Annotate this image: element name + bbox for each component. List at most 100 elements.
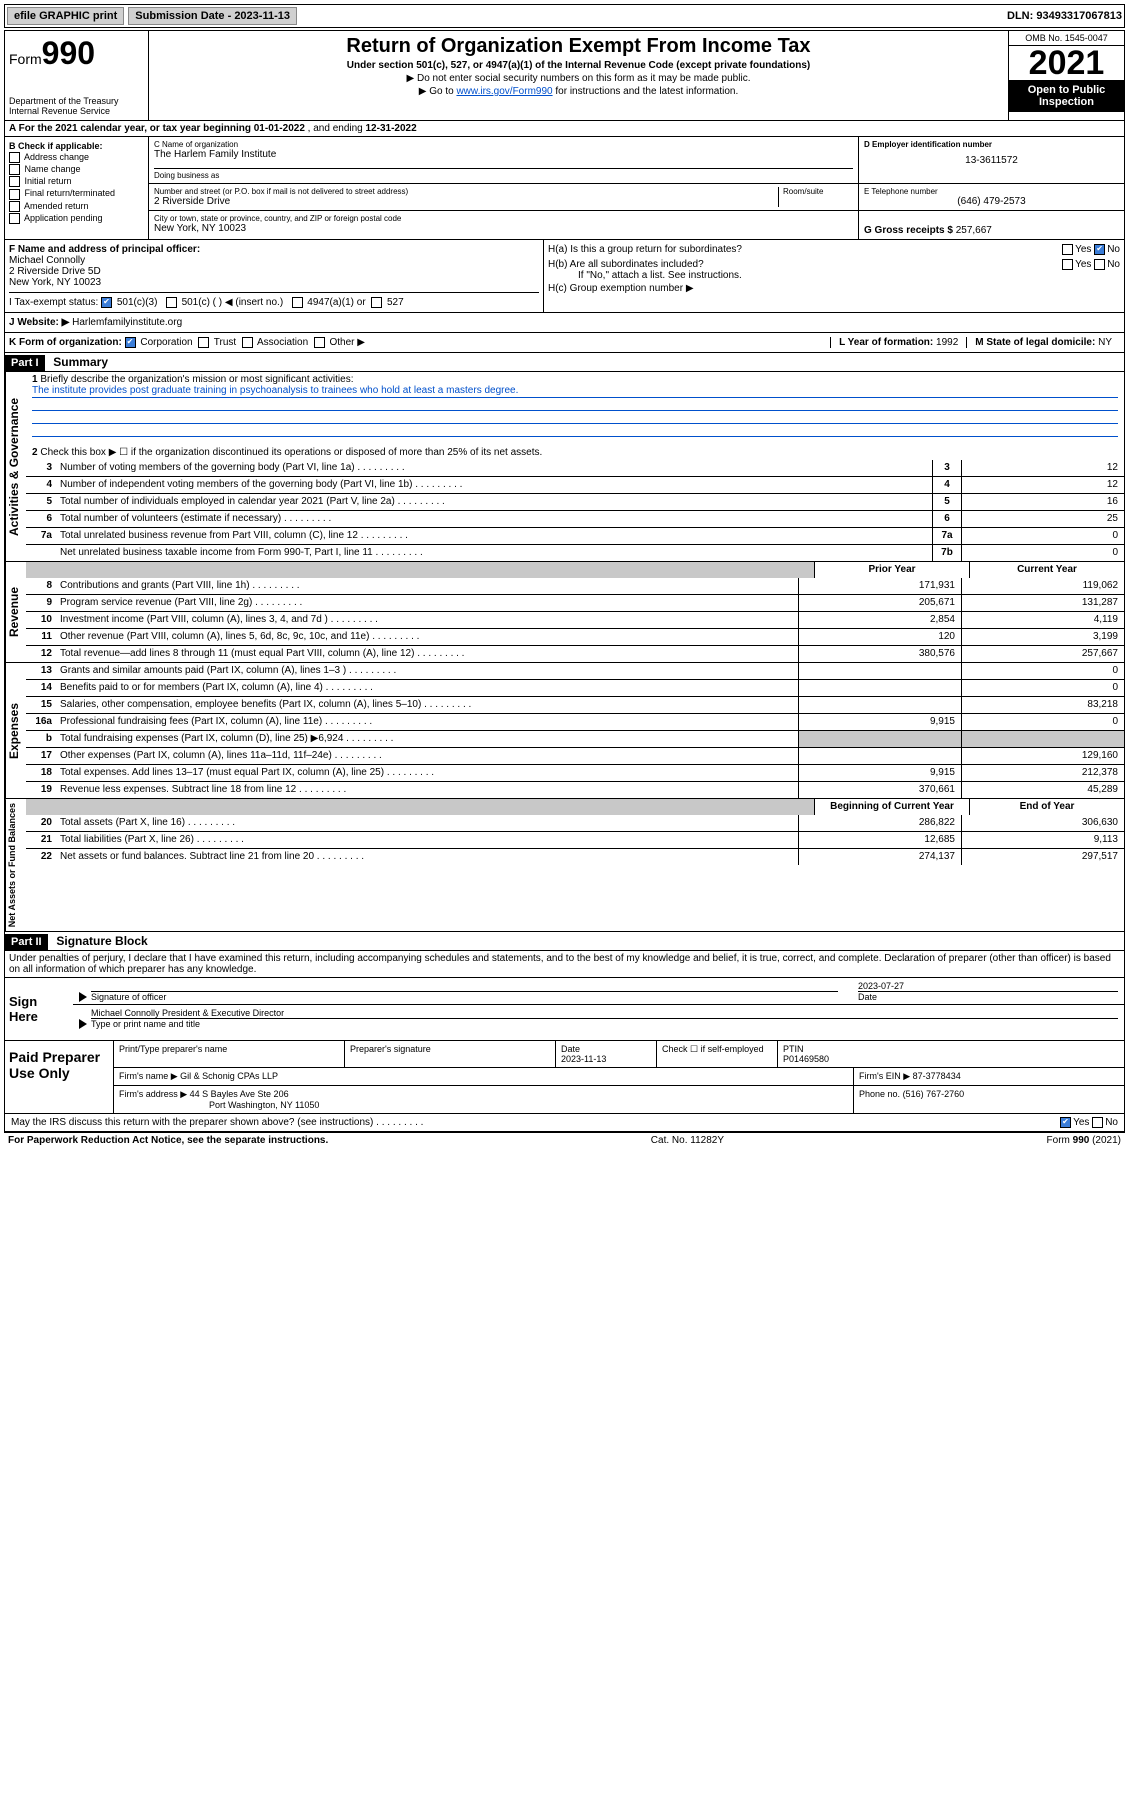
i-lbl: I Tax-exempt status: — [9, 297, 98, 308]
g-cell: G Gross receipts $ 257,667 — [859, 211, 1124, 239]
ptin: P01469580 — [783, 1054, 829, 1064]
line-row: 19Revenue less expenses. Subtract line 1… — [26, 781, 1124, 798]
b-checkbox[interactable] — [9, 213, 20, 224]
top-bar: efile GRAPHIC print Submission Date - 20… — [4, 4, 1125, 28]
b-checkbox[interactable] — [9, 189, 20, 200]
header-right: OMB No. 1545-0047 2021 Open to Public In… — [1008, 31, 1124, 120]
net-hdr-txt — [56, 799, 814, 815]
col-f-i: F Name and address of principal officer:… — [5, 240, 544, 312]
efile-button[interactable]: efile GRAPHIC print — [7, 7, 124, 25]
gov-body: 1 Briefly describe the organization's mi… — [26, 372, 1124, 561]
gross-receipts: 257,667 — [956, 225, 992, 236]
may-yes[interactable] — [1060, 1117, 1071, 1128]
sign-block: Sign Here Signature of officer 2023-07-2… — [4, 978, 1125, 1041]
hdr-prior: Prior Year — [814, 562, 969, 578]
ha-yes[interactable] — [1062, 244, 1073, 255]
b-item: Application pending — [9, 213, 144, 224]
cb-4947[interactable] — [292, 297, 303, 308]
q2-text: Check this box ▶ ☐ if the organization d… — [40, 447, 542, 458]
b-checkbox[interactable] — [9, 176, 20, 187]
form-header: Form990 Department of the Treasury Inter… — [4, 30, 1125, 121]
b-checkbox[interactable] — [9, 164, 20, 175]
part-i-tag: Part I — [5, 355, 45, 371]
e-lbl: E Telephone number — [864, 187, 1119, 196]
form-title: Return of Organization Exempt From Incom… — [153, 35, 1004, 58]
form-note1: ▶ Do not enter social security numbers o… — [153, 73, 1004, 84]
sig-date-lbl: Date — [858, 991, 1118, 1002]
firm-addr2: Port Washington, NY 11050 — [209, 1100, 319, 1110]
city-cell: City or town, state or province, country… — [149, 211, 859, 239]
open-public: Open to Public Inspection — [1009, 80, 1124, 112]
ha-no[interactable] — [1094, 244, 1105, 255]
firm-name-lbl: Firm's name ▶ — [119, 1071, 178, 1081]
hb-note: If "No," attach a list. See instructions… — [578, 270, 1120, 281]
hb-yes[interactable] — [1062, 259, 1073, 270]
m-lbl: M State of legal domicile: — [975, 337, 1095, 348]
paid-right: Print/Type preparer's name Preparer's si… — [114, 1041, 1124, 1113]
side-governance: Activities & Governance — [5, 372, 26, 561]
opt-4947: 4947(a)(1) or — [307, 297, 365, 308]
city-lbl: City or town, state or province, country… — [154, 214, 853, 223]
firm-addr-cell: Firm's address ▶ 44 S Bayles Ave Ste 206… — [114, 1086, 854, 1113]
room-lbl: Room/suite — [783, 187, 853, 196]
may-no[interactable] — [1092, 1117, 1103, 1128]
dln-label: DLN: 93493317067813 — [1007, 10, 1122, 22]
b-item: Name change — [9, 164, 144, 175]
line-row: 11Other revenue (Part VIII, column (A), … — [26, 628, 1124, 645]
col-b: B Check if applicable: Address change Na… — [5, 137, 149, 239]
cb-assoc[interactable] — [242, 337, 253, 348]
note2-post: for instructions and the latest informat… — [553, 86, 739, 97]
cb-527[interactable] — [371, 297, 382, 308]
cb-501c3[interactable] — [101, 297, 112, 308]
ha-text: H(a) Is this a group return for subordin… — [548, 244, 742, 255]
c-name-lbl: C Name of organization — [154, 140, 853, 149]
tax-year: 2021 — [1009, 46, 1124, 80]
submission-date-button[interactable]: Submission Date - 2023-11-13 — [128, 7, 297, 25]
k-left: K Form of organization: Corporation Trus… — [9, 337, 830, 348]
col-cde: C Name of organization The Harlem Family… — [149, 137, 1124, 239]
b-checkbox[interactable] — [9, 201, 20, 212]
firm-ein-cell: Firm's EIN ▶ 87-3778434 — [854, 1068, 1124, 1085]
l-val: 1992 — [936, 337, 958, 348]
exp-body: 13Grants and similar amounts paid (Part … — [26, 663, 1124, 798]
cb-trust[interactable] — [198, 337, 209, 348]
addr-cell: Number and street (or P.O. box if mail i… — [149, 184, 859, 210]
cb-corp[interactable] — [125, 337, 136, 348]
paid-row2: Firm's name ▶ Gil & Schonig CPAs LLP Fir… — [114, 1068, 1124, 1086]
department: Department of the Treasury Internal Reve… — [9, 96, 144, 116]
officer-name: Michael Connolly — [9, 255, 539, 266]
cb-501c[interactable] — [166, 297, 177, 308]
sign-right: Signature of officer 2023-07-27 Date Mic… — [73, 978, 1124, 1040]
opt-501c: 501(c) ( ) ◀ (insert no.) — [182, 297, 284, 308]
gov-line: 5Total number of individuals employed in… — [26, 493, 1124, 510]
page-footer: For Paperwork Reduction Act Notice, see … — [4, 1132, 1125, 1148]
col-h: H(a) Is this a group return for subordin… — [544, 240, 1124, 312]
hb-no[interactable] — [1094, 259, 1105, 270]
cb-other[interactable] — [314, 337, 325, 348]
rev-hdr-txt — [56, 562, 814, 578]
h-sig: Preparer's signature — [345, 1041, 556, 1067]
row-a-end: 12-31-2022 — [366, 123, 417, 134]
side-expenses: Expenses — [5, 663, 26, 798]
note2-pre: ▶ Go to — [419, 86, 457, 97]
paid-block: Paid Preparer Use Only Print/Type prepar… — [4, 1041, 1125, 1114]
addr-lbl: Number and street (or P.O. box if mail i… — [154, 187, 778, 196]
line-row: 16aProfessional fundraising fees (Part I… — [26, 713, 1124, 730]
officer-nametitle: Michael Connolly President & Executive D… — [91, 1008, 1118, 1018]
hdr-end: End of Year — [969, 799, 1124, 815]
header-left: Form990 Department of the Treasury Inter… — [5, 31, 149, 120]
sig-date: 2023-07-27 — [858, 981, 1118, 991]
h-c: H(c) Group exemption number ▶ — [548, 283, 1120, 294]
irs-link[interactable]: www.irs.gov/Form990 — [456, 86, 552, 97]
header-middle: Return of Organization Exempt From Incom… — [149, 31, 1008, 120]
f-lbl: F Name and address of principal officer: — [9, 244, 539, 255]
block-b-to-g: B Check if applicable: Address change Na… — [4, 137, 1125, 240]
opt-527: 527 — [387, 297, 404, 308]
form-num: 990 — [42, 35, 95, 71]
row-k-l-m: K Form of organization: Corporation Trus… — [4, 333, 1125, 353]
b-checkbox[interactable] — [9, 152, 20, 163]
side-revenue: Revenue — [5, 562, 26, 662]
paid-title: Paid Preparer Use Only — [5, 1041, 114, 1113]
mission-text: The institute provides post graduate tra… — [32, 385, 1118, 398]
paperwork: For Paperwork Reduction Act Notice, see … — [8, 1135, 328, 1146]
